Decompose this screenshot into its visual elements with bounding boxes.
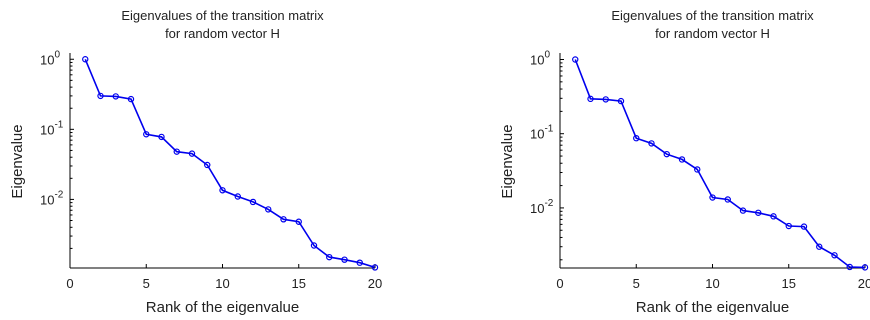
data-point — [204, 161, 211, 169]
series-line — [84, 58, 376, 269]
data-point — [739, 207, 747, 214]
x-tick-label: 15 — [782, 276, 796, 291]
data-point — [188, 150, 196, 157]
y-tick-base: 10 — [40, 192, 54, 207]
y-tick-exponent: -1 — [54, 119, 63, 130]
data-point — [846, 263, 853, 271]
y-tick-base: 10 — [40, 52, 54, 67]
data-point — [249, 198, 257, 206]
data-point — [82, 56, 89, 63]
data-point — [234, 193, 241, 200]
y-tick-exponent: 0 — [544, 50, 550, 61]
data-point — [295, 218, 302, 225]
data-point — [356, 259, 363, 266]
data-point — [326, 253, 333, 261]
x-tick-label: 15 — [292, 276, 306, 291]
y-tick-base: 10 — [40, 122, 54, 137]
chart-title-line-1: Eigenvalues of the transition matrix — [121, 8, 324, 23]
data-point — [755, 209, 762, 216]
y-tick-label: 100 — [530, 50, 550, 68]
data-point — [648, 140, 655, 147]
x-tick-label: 10 — [705, 276, 719, 291]
x-axis-label: Rank of the eigenvalue — [636, 299, 789, 316]
data-point — [785, 222, 792, 230]
data-point — [724, 196, 731, 203]
chart-title-line-1: Eigenvalues of the transition matrix — [611, 8, 814, 23]
series-line — [574, 59, 866, 269]
data-point — [143, 131, 150, 138]
data-point — [587, 95, 594, 103]
data-point — [127, 95, 135, 103]
y-tick-base: 10 — [530, 127, 544, 142]
y-tick-label: 10-1 — [530, 124, 554, 142]
x-axis-label: Rank of the eigenvalue — [146, 299, 299, 316]
data-point — [219, 187, 226, 194]
data-point — [602, 96, 609, 103]
y-tick-base: 10 — [530, 201, 544, 216]
x-tick-label: 20 — [368, 276, 382, 291]
y-tick-exponent: -2 — [544, 198, 553, 209]
data-point — [663, 150, 670, 158]
x-tick-label: 20 — [858, 276, 870, 291]
data-point — [831, 252, 838, 259]
x-tick-label: 0 — [556, 276, 563, 291]
data-point — [694, 166, 701, 173]
chart-title-line-2: for random vector H — [165, 26, 280, 41]
data-point — [310, 242, 318, 249]
x-tick-label: 10 — [215, 276, 229, 291]
y-tick-label: 100 — [40, 49, 60, 67]
chart-title-line-2: for random vector H — [655, 26, 770, 41]
data-point — [633, 134, 640, 142]
data-point — [97, 92, 104, 100]
data-point — [617, 97, 625, 105]
y-axis-label: Eigenvalue — [9, 124, 26, 198]
data-point — [800, 223, 808, 230]
y-tick-exponent: -1 — [544, 124, 553, 135]
y-tick-base: 10 — [530, 53, 544, 68]
x-tick-label: 5 — [633, 276, 640, 291]
y-tick-label: 10-2 — [530, 198, 554, 216]
x-tick-label: 0 — [66, 276, 73, 291]
chart-panel-1: Eigenvalues of the transition matrix for … — [9, 8, 382, 316]
data-point — [371, 264, 379, 271]
data-point — [770, 213, 777, 220]
y-tick-label: 10-1 — [40, 119, 64, 137]
y-tick-exponent: -2 — [54, 189, 63, 200]
data-point — [280, 216, 287, 223]
data-point — [112, 93, 119, 100]
chart-panel-2: Eigenvalues of the transition matrix for … — [499, 8, 870, 316]
data-point — [816, 243, 823, 250]
data-point — [158, 133, 165, 141]
x-tick-label: 5 — [143, 276, 150, 291]
y-tick-exponent: 0 — [54, 49, 60, 60]
data-point — [678, 156, 686, 163]
data-point — [341, 256, 348, 263]
data-point — [173, 148, 180, 155]
data-point — [709, 194, 716, 201]
data-point — [861, 264, 869, 271]
y-axis-label: Eigenvalue — [499, 124, 516, 198]
data-point — [572, 56, 579, 63]
data-point — [265, 206, 272, 213]
y-tick-label: 10-2 — [40, 189, 64, 207]
